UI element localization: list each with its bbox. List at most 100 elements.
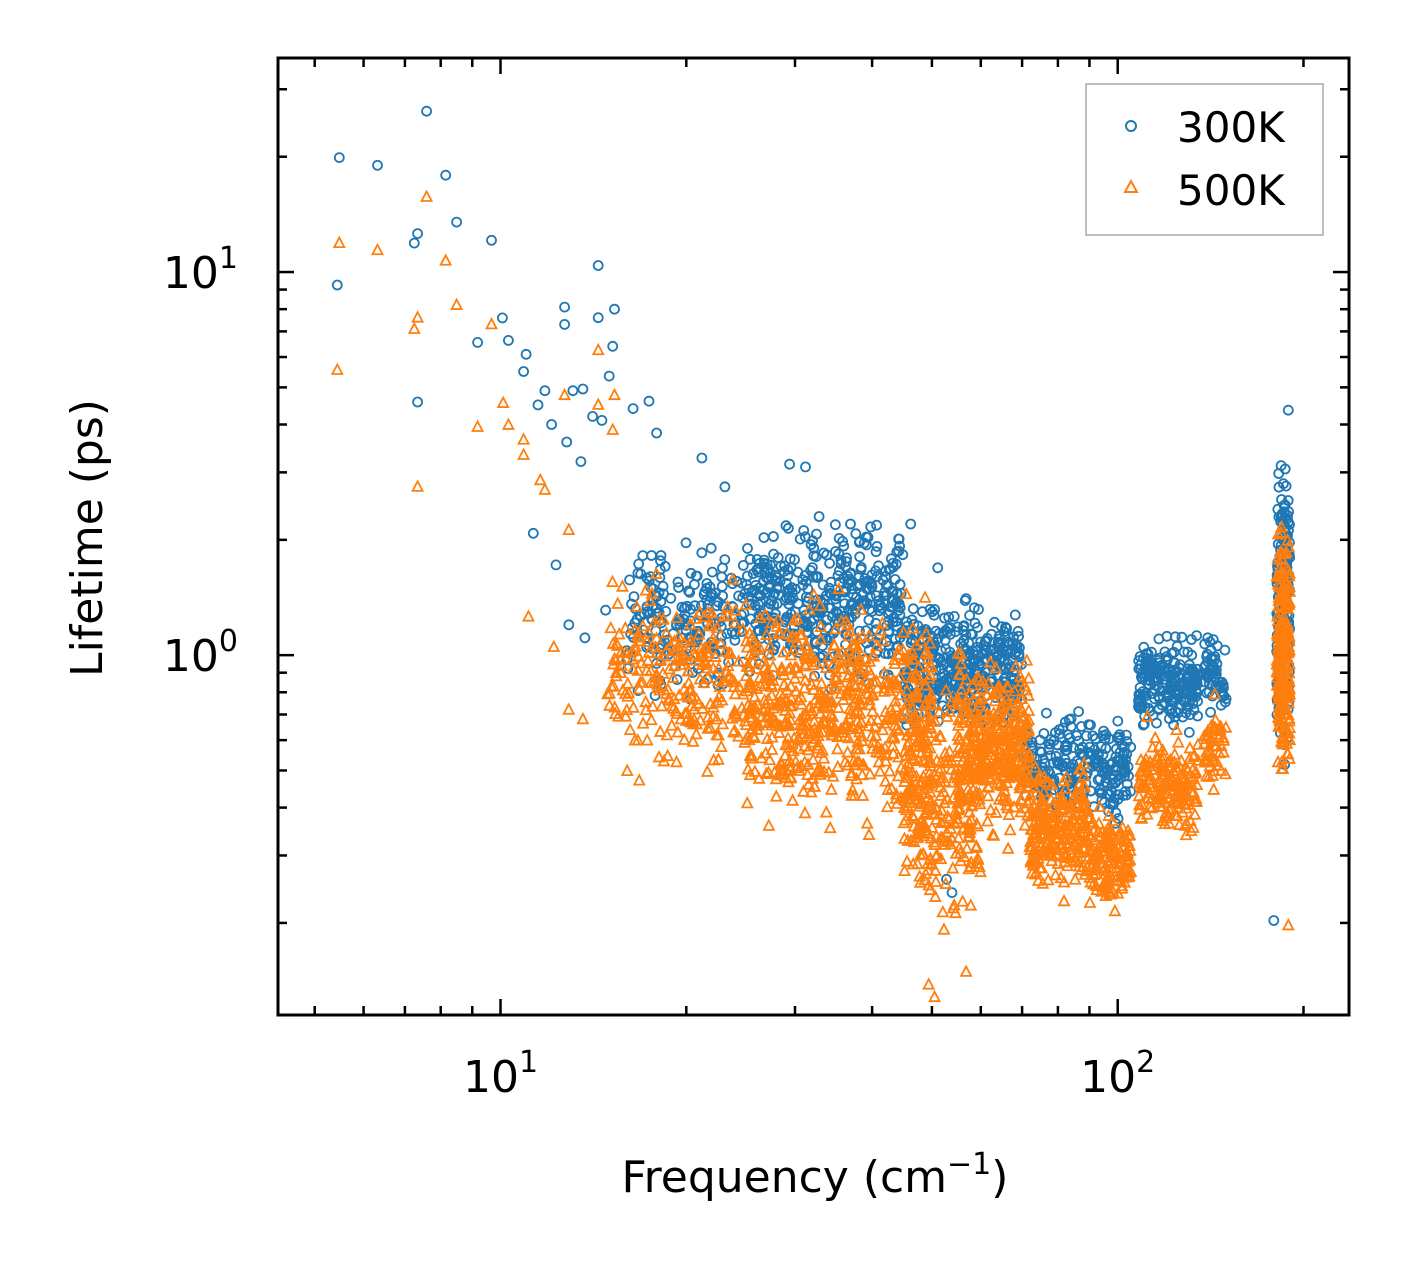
data-point — [929, 849, 943, 862]
data-point — [923, 852, 937, 865]
data-point — [606, 678, 620, 692]
data-point — [821, 635, 833, 646]
data-point — [917, 606, 928, 618]
data-point — [1123, 852, 1137, 866]
data-point — [1013, 778, 1027, 791]
data-point — [778, 748, 792, 761]
data-point — [937, 795, 951, 809]
data-point — [964, 710, 978, 723]
data-point — [1159, 806, 1173, 819]
data-point — [591, 342, 605, 356]
data-point — [1113, 829, 1127, 843]
data-point — [1114, 824, 1128, 837]
legend-label-500k: 500K — [1177, 166, 1286, 215]
data-point — [1277, 510, 1289, 522]
data-point — [964, 859, 978, 872]
data-point — [1054, 728, 1066, 740]
data-point — [770, 698, 784, 711]
data-point — [888, 693, 902, 707]
data-point — [606, 422, 620, 435]
data-point — [412, 228, 424, 240]
data-point — [1065, 721, 1077, 732]
data-point — [758, 575, 770, 587]
data-point — [533, 472, 547, 486]
data-point — [1064, 839, 1078, 853]
data-point — [971, 714, 985, 727]
data-point — [677, 732, 691, 745]
data-point — [796, 708, 810, 722]
data-point — [763, 639, 777, 652]
data-point — [855, 767, 869, 781]
data-point — [1054, 870, 1068, 884]
data-point — [1163, 664, 1174, 676]
data-point — [728, 686, 742, 700]
data-point — [897, 652, 911, 665]
data-point — [701, 670, 715, 684]
data-point — [898, 762, 912, 775]
data-point — [1031, 873, 1045, 886]
data-point — [1067, 789, 1081, 802]
data-point — [876, 722, 890, 736]
data-point — [974, 690, 988, 703]
data-point — [918, 823, 931, 836]
data-point — [802, 777, 816, 790]
data-point — [854, 602, 868, 615]
data-point — [915, 774, 929, 787]
data-point — [918, 590, 932, 603]
data-point — [1019, 683, 1033, 696]
data-point — [1169, 711, 1181, 723]
data-point — [372, 159, 383, 171]
data-point — [1272, 675, 1286, 688]
data-point — [983, 708, 997, 721]
data-point — [1271, 552, 1285, 565]
data-point — [744, 747, 758, 761]
data-point — [739, 634, 753, 647]
data-point — [843, 721, 857, 735]
data-point — [371, 242, 385, 256]
data-point — [840, 683, 854, 696]
data-point — [1175, 766, 1189, 779]
data-point — [1002, 807, 1016, 820]
data-point — [636, 716, 650, 729]
data-point — [1139, 751, 1153, 765]
data-point — [1008, 673, 1019, 685]
data-point — [848, 757, 862, 771]
data-point — [797, 579, 809, 591]
data-point — [761, 704, 775, 717]
data-point — [707, 636, 721, 649]
data-point — [592, 312, 604, 324]
data-point — [790, 634, 804, 648]
data-point — [630, 599, 644, 612]
data-point — [1149, 693, 1160, 705]
data-point — [924, 772, 938, 785]
data-point — [940, 792, 954, 805]
data-point — [775, 663, 789, 677]
data-point — [1061, 858, 1075, 872]
data-point — [715, 693, 729, 706]
data-point — [1137, 686, 1149, 697]
data-point — [1073, 785, 1087, 798]
data-point — [440, 169, 452, 181]
data-point — [950, 626, 961, 638]
data-point — [824, 708, 838, 721]
data-point — [1036, 747, 1047, 758]
data-point — [984, 771, 998, 785]
data-point — [766, 659, 780, 673]
data-point — [989, 616, 1000, 628]
data-point — [848, 637, 862, 651]
data-point — [1140, 709, 1154, 722]
data-point — [1187, 748, 1201, 761]
data-point — [705, 542, 717, 554]
data-point — [1071, 849, 1085, 863]
data-point — [946, 654, 957, 666]
data-point — [871, 541, 883, 552]
data-point — [909, 638, 923, 651]
data-point — [620, 702, 634, 716]
data-point — [850, 771, 864, 785]
data-point — [881, 676, 895, 690]
data-point — [1065, 713, 1077, 725]
data-point — [1205, 733, 1219, 746]
data-point — [1035, 861, 1049, 874]
data-point — [538, 482, 552, 495]
data-point — [980, 733, 994, 747]
